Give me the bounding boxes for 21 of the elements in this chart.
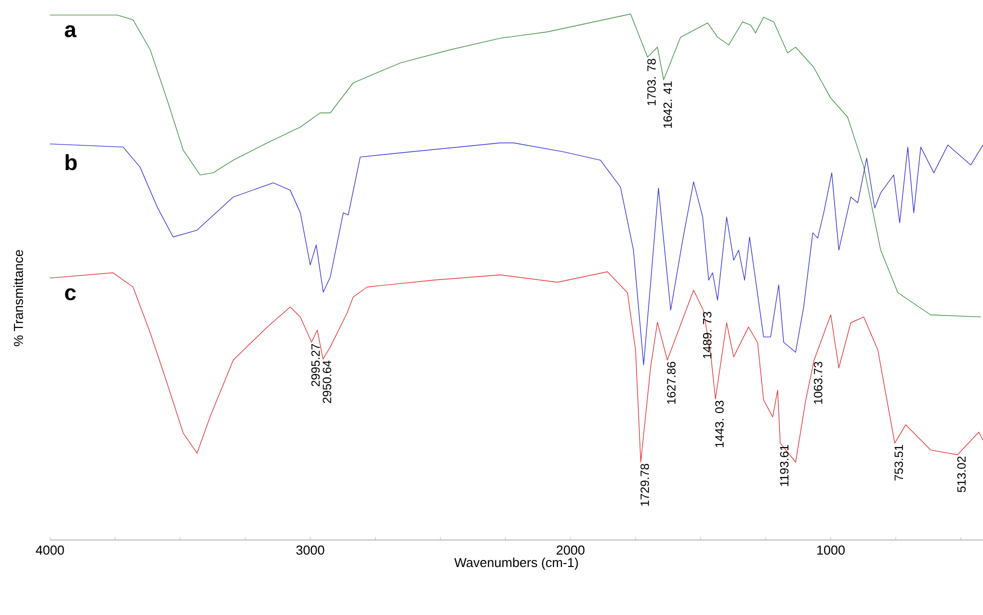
annotation: 1729.78 [640,464,649,506]
annotation: 1703. 78 [647,58,656,106]
annotation: 1627.86 [667,362,676,404]
x-tick-label: 1000 [817,546,845,555]
annotation: 513.02 [957,456,966,492]
x-tick-label: 3000 [296,546,324,555]
series-label: a [64,25,77,38]
annotation: 753.51 [894,444,904,480]
series-label: b [66,154,77,170]
annotation: 1443. 03 [715,400,724,448]
x-axis-title: Wavenumbers (cm-1) [454,558,578,570]
y-axis-title: % Transmittance [14,250,24,346]
annotation: 1642. 41 [663,82,672,128]
annotation: 1063.73 [814,362,822,404]
annotation: 1193.61 [780,444,788,486]
annotation: 2950.64 [322,360,332,404]
x-tick-label: 4000 [36,546,64,555]
series-label: c [65,288,76,300]
x-tick-label: 2000 [556,546,584,555]
annotation: 1489. 73 [702,312,712,358]
annotation: 2995.27 [311,344,320,386]
